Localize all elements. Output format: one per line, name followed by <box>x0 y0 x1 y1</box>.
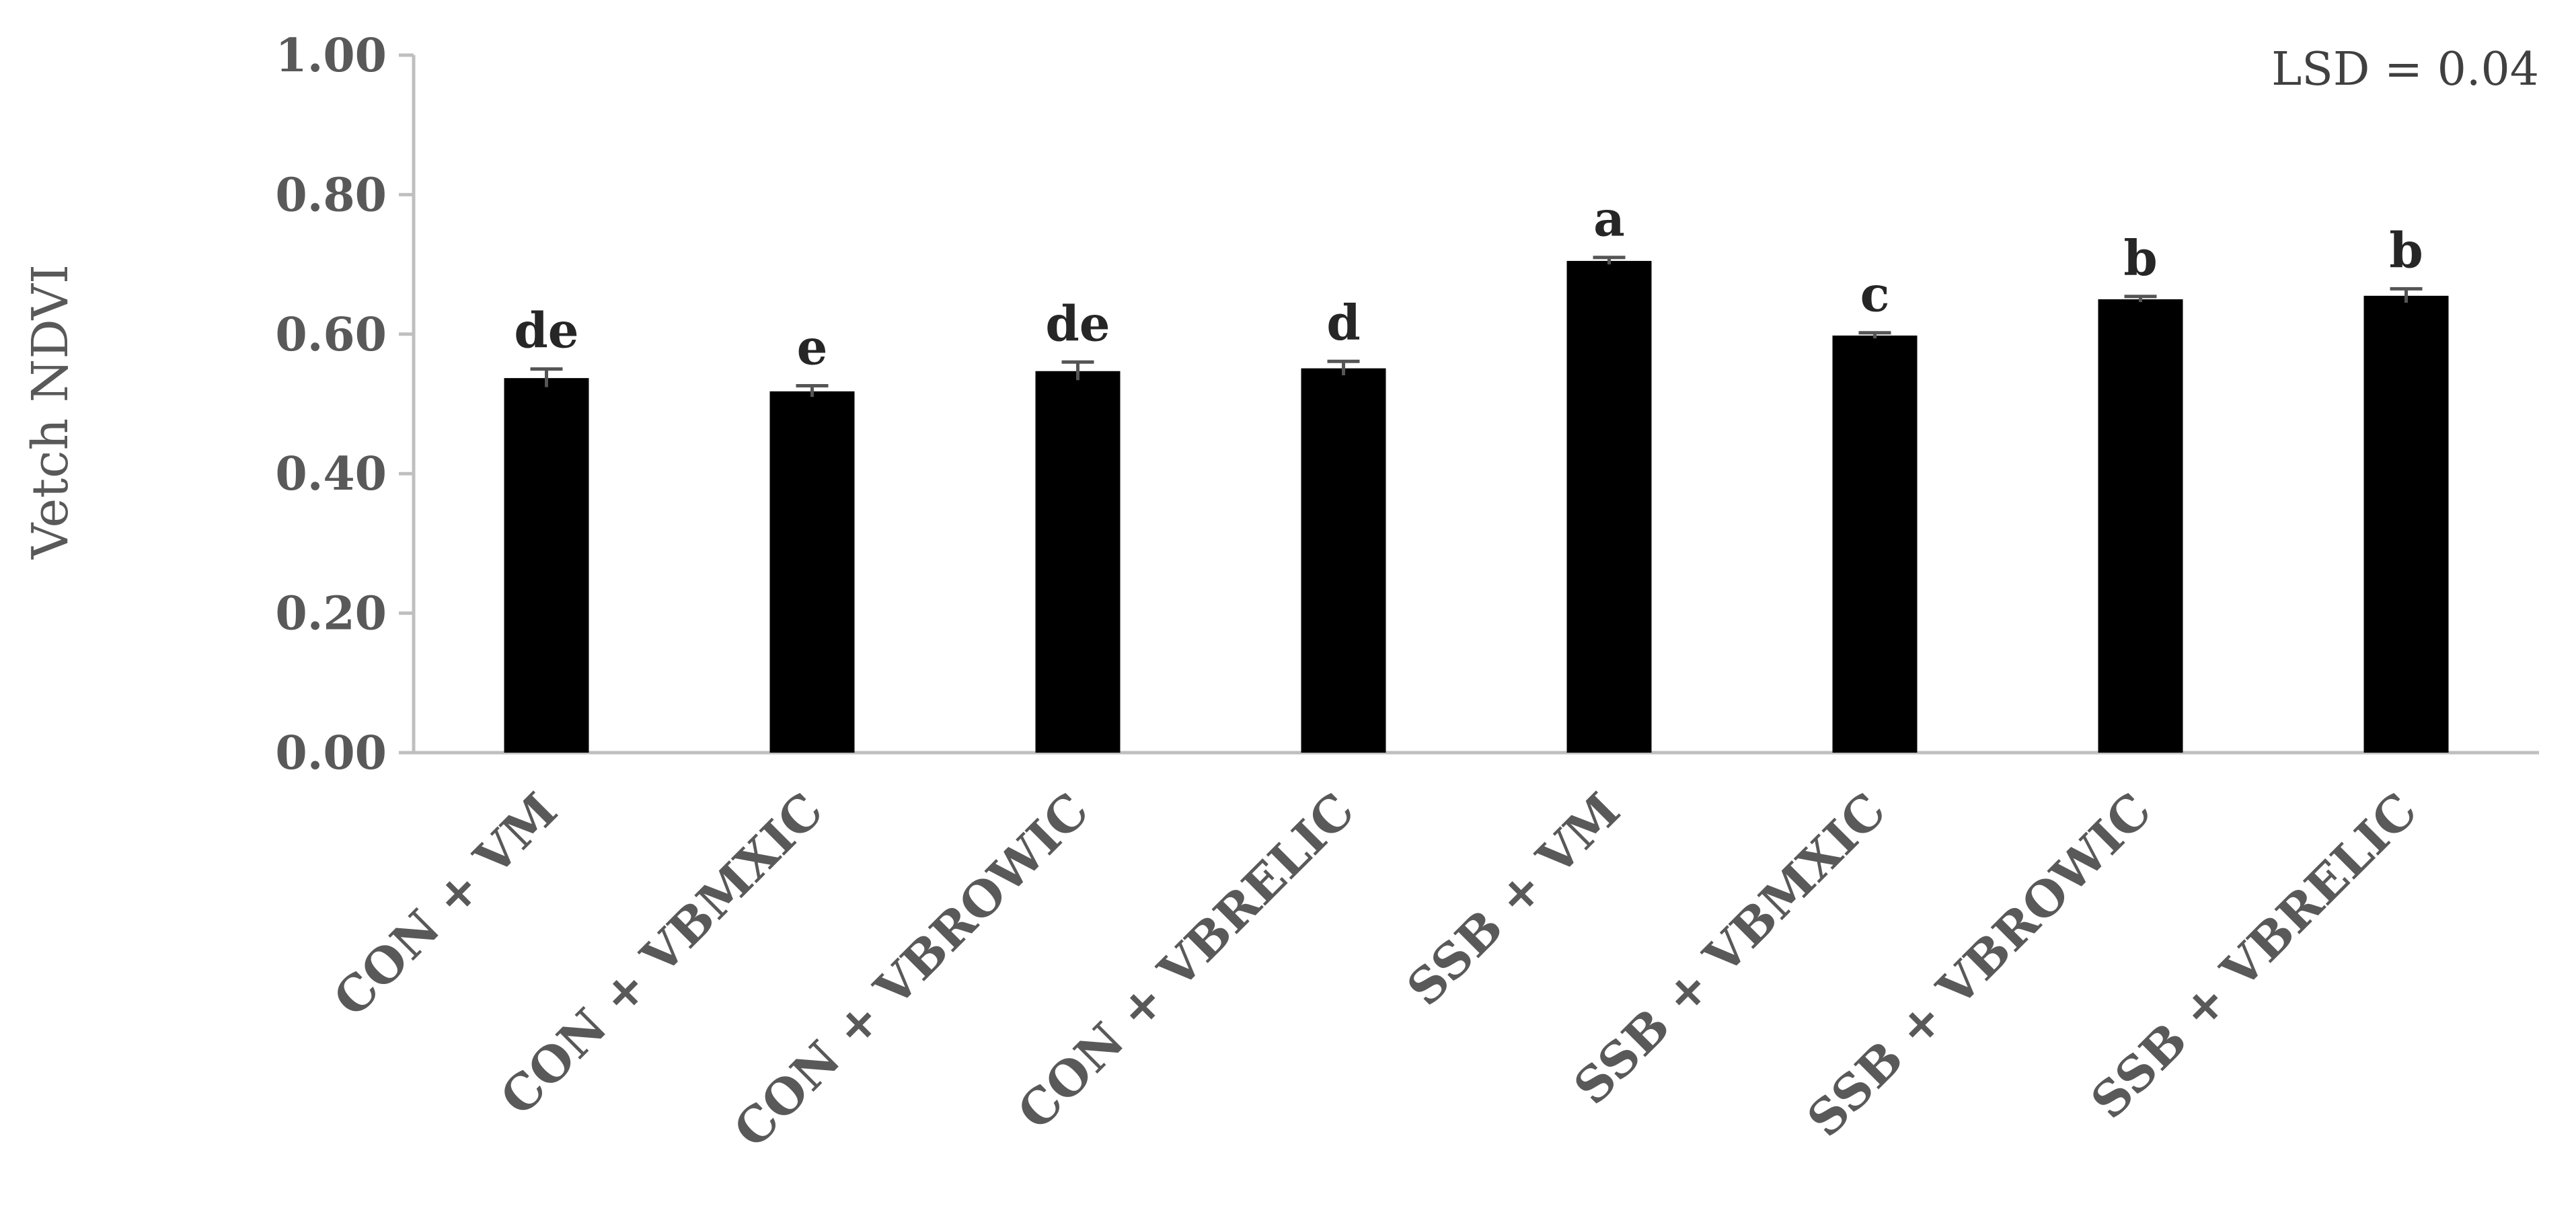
bar <box>504 378 589 753</box>
y-axis <box>399 53 416 755</box>
y-tick-label: 0.80 <box>275 168 387 222</box>
bar <box>2098 299 2183 753</box>
significance-letter: c <box>1860 266 1890 323</box>
y-tick-label: 0.40 <box>275 447 387 501</box>
lsd-annotation: LSD = 0.04 <box>2271 43 2539 96</box>
significance-letter: d <box>1326 294 1360 351</box>
y-tick-label: 0.20 <box>275 587 387 641</box>
x-tick-label: SSB + VM <box>1396 782 1631 1017</box>
error-bars <box>530 256 2423 398</box>
bar <box>1035 371 1121 753</box>
significance-letter: b <box>2123 229 2157 287</box>
x-tick-label: CON + VM <box>322 782 568 1027</box>
bar <box>1566 260 1652 753</box>
y-tick-label: 0.00 <box>275 726 387 780</box>
significance-letter: e <box>797 319 828 376</box>
significance-letters: de e de d a c b b <box>514 190 2423 376</box>
bar <box>1301 368 1386 753</box>
y-tick-label: 1.00 <box>275 29 387 83</box>
y-axis-label: Vetch NDVI <box>22 264 79 560</box>
bar <box>2363 295 2449 753</box>
significance-letter: b <box>2389 221 2423 278</box>
bars <box>504 260 2449 753</box>
significance-letter: a <box>1593 190 1625 248</box>
bar <box>769 391 855 753</box>
significance-letter: de <box>1045 295 1110 352</box>
significance-letter: de <box>514 302 578 359</box>
bar <box>1832 335 1918 753</box>
y-tick-label: 0.60 <box>275 308 387 362</box>
y-tick-labels: 0.00 0.20 0.40 0.60 0.80 1.00 <box>275 29 387 780</box>
